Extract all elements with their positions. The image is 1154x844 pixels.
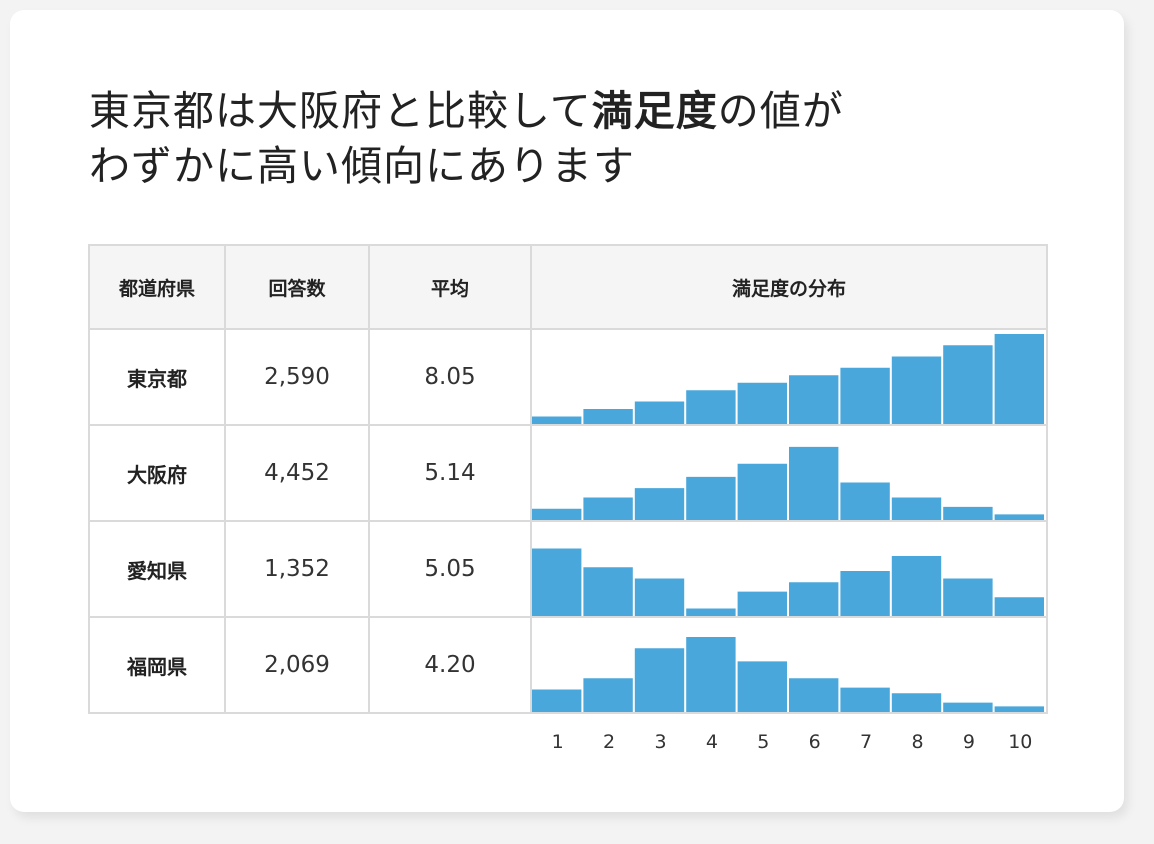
x-tick-label: 8 [911,731,924,753]
histogram-bar [737,463,787,520]
headline-part2: の値が [717,87,844,135]
headline-part1: 東京都は大阪府と比較して [89,87,592,135]
distribution-cell [530,424,1048,522]
histogram-bar [634,578,685,616]
histogram-bar [994,597,1044,616]
table-header-row: 都道府県 回答数 平均 満足度の分布 [88,244,1048,330]
histogram-bar [532,508,582,520]
histogram-bar [583,497,633,520]
histogram-bar [583,567,633,616]
histogram-bar [891,497,942,520]
response-count: 4,452 [224,424,370,522]
prefecture-name: 愛知県 [88,520,226,618]
satisfaction-table: 都道府県 回答数 平均 満足度の分布 東京都 2,590 8.05 大阪府 4,452 5… [88,244,1048,714]
x-tick-label: 2 [603,731,616,753]
distribution-cell [530,328,1048,426]
headline-bold: 満足度 [591,87,718,135]
histogram-bar [943,578,993,616]
histogram-bar [891,356,942,424]
x-axis: 1 2 3 4 5 6 7 8 9 10 [532,731,1046,757]
x-tick-label: 7 [860,731,873,753]
histogram-bar [686,637,736,712]
histogram-bar [686,476,736,520]
table-row: 福岡県 2,069 4.20 [88,616,1048,714]
histogram [532,446,1044,520]
histogram-bar [840,571,890,616]
histogram-bar [737,661,787,712]
distribution-cell [530,520,1048,618]
mean-value: 5.14 [368,424,532,522]
mean-value: 5.05 [368,520,532,618]
histogram-bar [891,556,942,616]
table-row: 愛知県 1,352 5.05 [88,520,1048,618]
histogram-bar [532,689,582,712]
histogram-bar [583,409,633,424]
header-distribution: 満足度の分布 [530,244,1048,330]
prefecture-name: 福岡県 [88,616,226,714]
histogram-bar [789,446,839,520]
prefecture-name: 東京都 [88,328,226,426]
mean-value: 8.05 [368,328,532,426]
histogram-bar [994,706,1044,712]
histogram-bar [686,390,736,424]
histogram-bar [583,678,633,712]
x-tick-label: 5 [757,731,770,753]
histogram-bar [943,702,993,712]
histogram-bar [891,693,942,712]
histogram [532,637,1044,712]
histogram-bar [994,334,1044,424]
distribution-cell [530,616,1048,714]
histogram-bar [634,648,685,712]
histogram-bar [943,506,993,520]
x-tick-label: 10 [1008,731,1033,753]
histogram-bar [943,345,993,424]
histogram [532,548,1044,616]
header-count: 回答数 [224,244,370,330]
histogram-bar [737,591,787,616]
histogram-bar [634,488,685,520]
x-tick-label: 3 [654,731,667,753]
headline: 東京都は大阪府と比較して満足度の値が わずかに高い傾向にあります [89,84,844,194]
histogram [532,334,1044,424]
response-count: 1,352 [224,520,370,618]
histogram-bar [840,367,890,424]
histogram-bar [789,582,839,616]
histogram-bar [686,608,736,616]
table-row: 大阪府 4,452 5.14 [88,424,1048,522]
x-tick-label: 9 [962,731,975,753]
histogram-bar [840,687,890,712]
histogram-bar [840,482,890,520]
prefecture-name: 大阪府 [88,424,226,522]
header-prefecture: 都道府県 [88,244,226,330]
histogram-bar [532,548,582,616]
x-tick-label: 4 [705,731,718,753]
histogram-bar [789,678,839,712]
x-tick-label: 1 [551,731,564,753]
headline-line2: わずかに高い傾向にあります [89,142,635,190]
response-count: 2,069 [224,616,370,714]
header-mean: 平均 [368,244,532,330]
mean-value: 4.20 [368,616,532,714]
histogram-bar [789,375,839,424]
histogram-bar [532,416,582,424]
x-tick-label: 6 [808,731,821,753]
histogram-bar [737,382,787,424]
histogram-bar [634,401,685,424]
response-count: 2,590 [224,328,370,426]
table-row: 東京都 2,590 8.05 [88,328,1048,426]
histogram-bar [994,514,1044,520]
